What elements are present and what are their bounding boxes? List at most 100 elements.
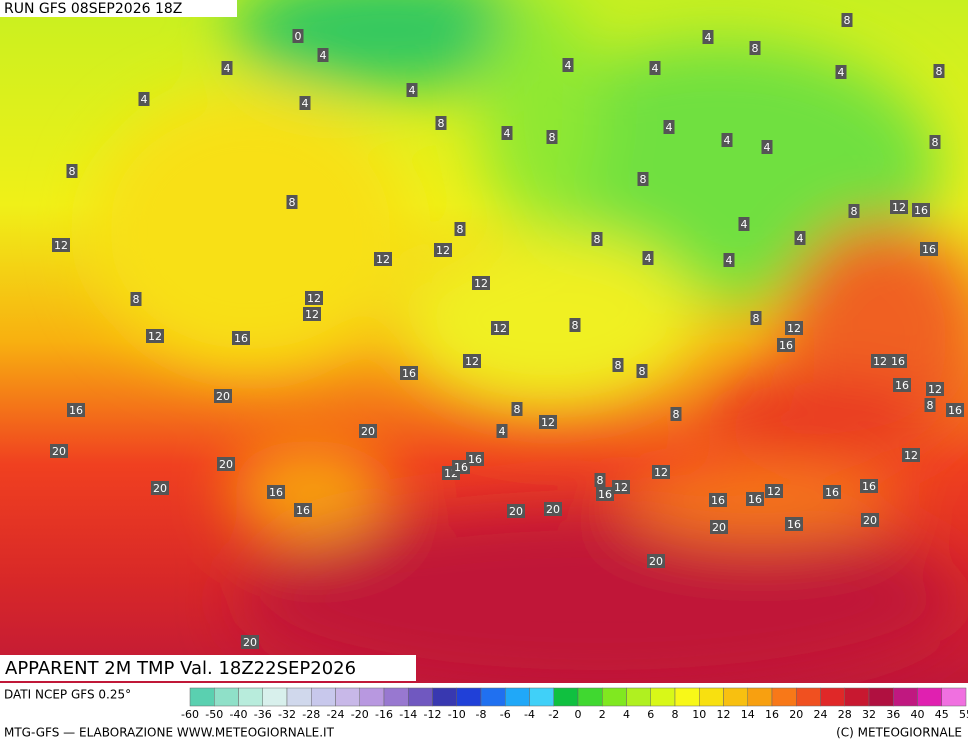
temperature-label: 4 — [409, 84, 416, 97]
label-box — [933, 64, 945, 78]
temperature-label: 12 — [436, 244, 450, 257]
temperature-label: 12 — [307, 292, 321, 305]
colorbar-label: 14 — [741, 708, 755, 721]
colorbar-label: 36 — [886, 708, 900, 721]
colorbar-label: -20 — [351, 708, 369, 721]
label-box — [663, 120, 675, 134]
colorbar-label: 6 — [647, 708, 654, 721]
colorbar-swatch — [359, 687, 385, 707]
temperature-label: 16 — [787, 518, 801, 531]
temperature-label: 16 — [914, 204, 928, 217]
colorbar-swatch — [723, 687, 748, 707]
temperature-label: 4 — [724, 134, 731, 147]
colorbar-swatch — [699, 687, 724, 707]
colorbar-label: -40 — [230, 708, 248, 721]
label-box — [52, 238, 70, 252]
colorbar-label: 24 — [814, 708, 828, 721]
label-box — [710, 520, 728, 534]
temperature-label: 20 — [649, 555, 663, 568]
colorbar-swatch — [383, 687, 409, 707]
temperature-label: 16 — [825, 486, 839, 499]
label-box — [67, 403, 85, 417]
temperature-label: 12 — [654, 466, 668, 479]
temperature-label: 4 — [499, 425, 506, 438]
label-box — [746, 492, 764, 506]
temperature-label: 8 — [514, 403, 521, 416]
label-box — [926, 382, 944, 396]
temperature-label: 8 — [133, 293, 140, 306]
temperature-label: 16 — [234, 332, 248, 345]
label-box — [777, 338, 795, 352]
temperature-label: 4 — [504, 127, 511, 140]
colorbar-swatch — [868, 687, 894, 707]
map-field — [0, 0, 968, 690]
temperature-label: 16 — [862, 480, 876, 493]
temperature-label: 12 — [474, 277, 488, 290]
label-box — [463, 354, 481, 368]
credit-label: MTG-GFS — ELABORAZIONE WWW.METEOGIORNALE… — [4, 726, 335, 740]
colorbar-label: -28 — [302, 708, 320, 721]
label-box — [612, 358, 624, 372]
label-box — [435, 116, 447, 130]
label-box — [214, 389, 232, 403]
label-box — [374, 252, 392, 266]
temperature-label: 4 — [224, 62, 231, 75]
label-box — [848, 204, 860, 218]
temperature-label: 16 — [711, 494, 725, 507]
label-box — [286, 195, 298, 209]
source-label: DATI NCEP GFS 0.25° — [4, 688, 131, 702]
temperature-label: 16 — [948, 404, 962, 417]
colorbar-swatch — [456, 687, 482, 707]
temperature-label: 16 — [296, 504, 310, 517]
label-box — [454, 222, 466, 236]
temperature-label: 0 — [295, 30, 302, 43]
temperature-label: 8 — [927, 399, 934, 412]
temperature-label: 16 — [454, 461, 468, 474]
label-box — [738, 217, 750, 231]
colorbar-label: 45 — [935, 708, 949, 721]
colorbar-swatch — [408, 687, 433, 707]
temperature-label: 16 — [402, 367, 416, 380]
label-box — [636, 364, 648, 378]
label-box — [491, 321, 509, 335]
label-box — [544, 502, 562, 516]
temperature-label: 12 — [376, 253, 390, 266]
temperature-label: 4 — [302, 97, 309, 110]
label-box — [50, 444, 68, 458]
temperature-label: 12 — [873, 355, 887, 368]
label-box — [146, 329, 164, 343]
label-box — [670, 407, 682, 421]
temperature-label: 20 — [219, 458, 233, 471]
colorbar-label: -32 — [278, 708, 296, 721]
temperature-label: 20 — [243, 636, 257, 649]
label-box — [750, 311, 762, 325]
map-title: APPARENT 2M TMP Val. 18Z22SEP2026 — [5, 658, 356, 679]
temperature-label: 8 — [640, 173, 647, 186]
colorbar-label: -36 — [254, 708, 272, 721]
label-box — [721, 133, 733, 147]
temperature-label: 8 — [69, 165, 76, 178]
label-box — [890, 200, 908, 214]
colorbar-swatch — [189, 687, 215, 707]
label-box — [452, 460, 470, 474]
colorbar-label: 55 — [959, 708, 968, 721]
temperature-label: 8 — [639, 365, 646, 378]
colorbar-label: 28 — [838, 708, 852, 721]
colorbar-swatch — [893, 687, 918, 707]
label-box — [317, 48, 329, 62]
temperature-label: 20 — [153, 482, 167, 495]
label-box — [835, 65, 847, 79]
colorbar-swatch — [432, 687, 457, 707]
temperature-label: 12 — [787, 322, 801, 335]
temperature-label: 20 — [52, 445, 66, 458]
label-box — [400, 366, 418, 380]
colorbar-label: -10 — [448, 708, 466, 721]
label-box — [305, 291, 323, 305]
colorbar-label: 0 — [575, 708, 582, 721]
temperature-label: 12 — [305, 308, 319, 321]
label-box — [466, 452, 484, 466]
temperature-label: 4 — [652, 62, 659, 75]
label-box — [66, 164, 78, 178]
label-box — [723, 253, 735, 267]
temperature-label: 8 — [753, 312, 760, 325]
